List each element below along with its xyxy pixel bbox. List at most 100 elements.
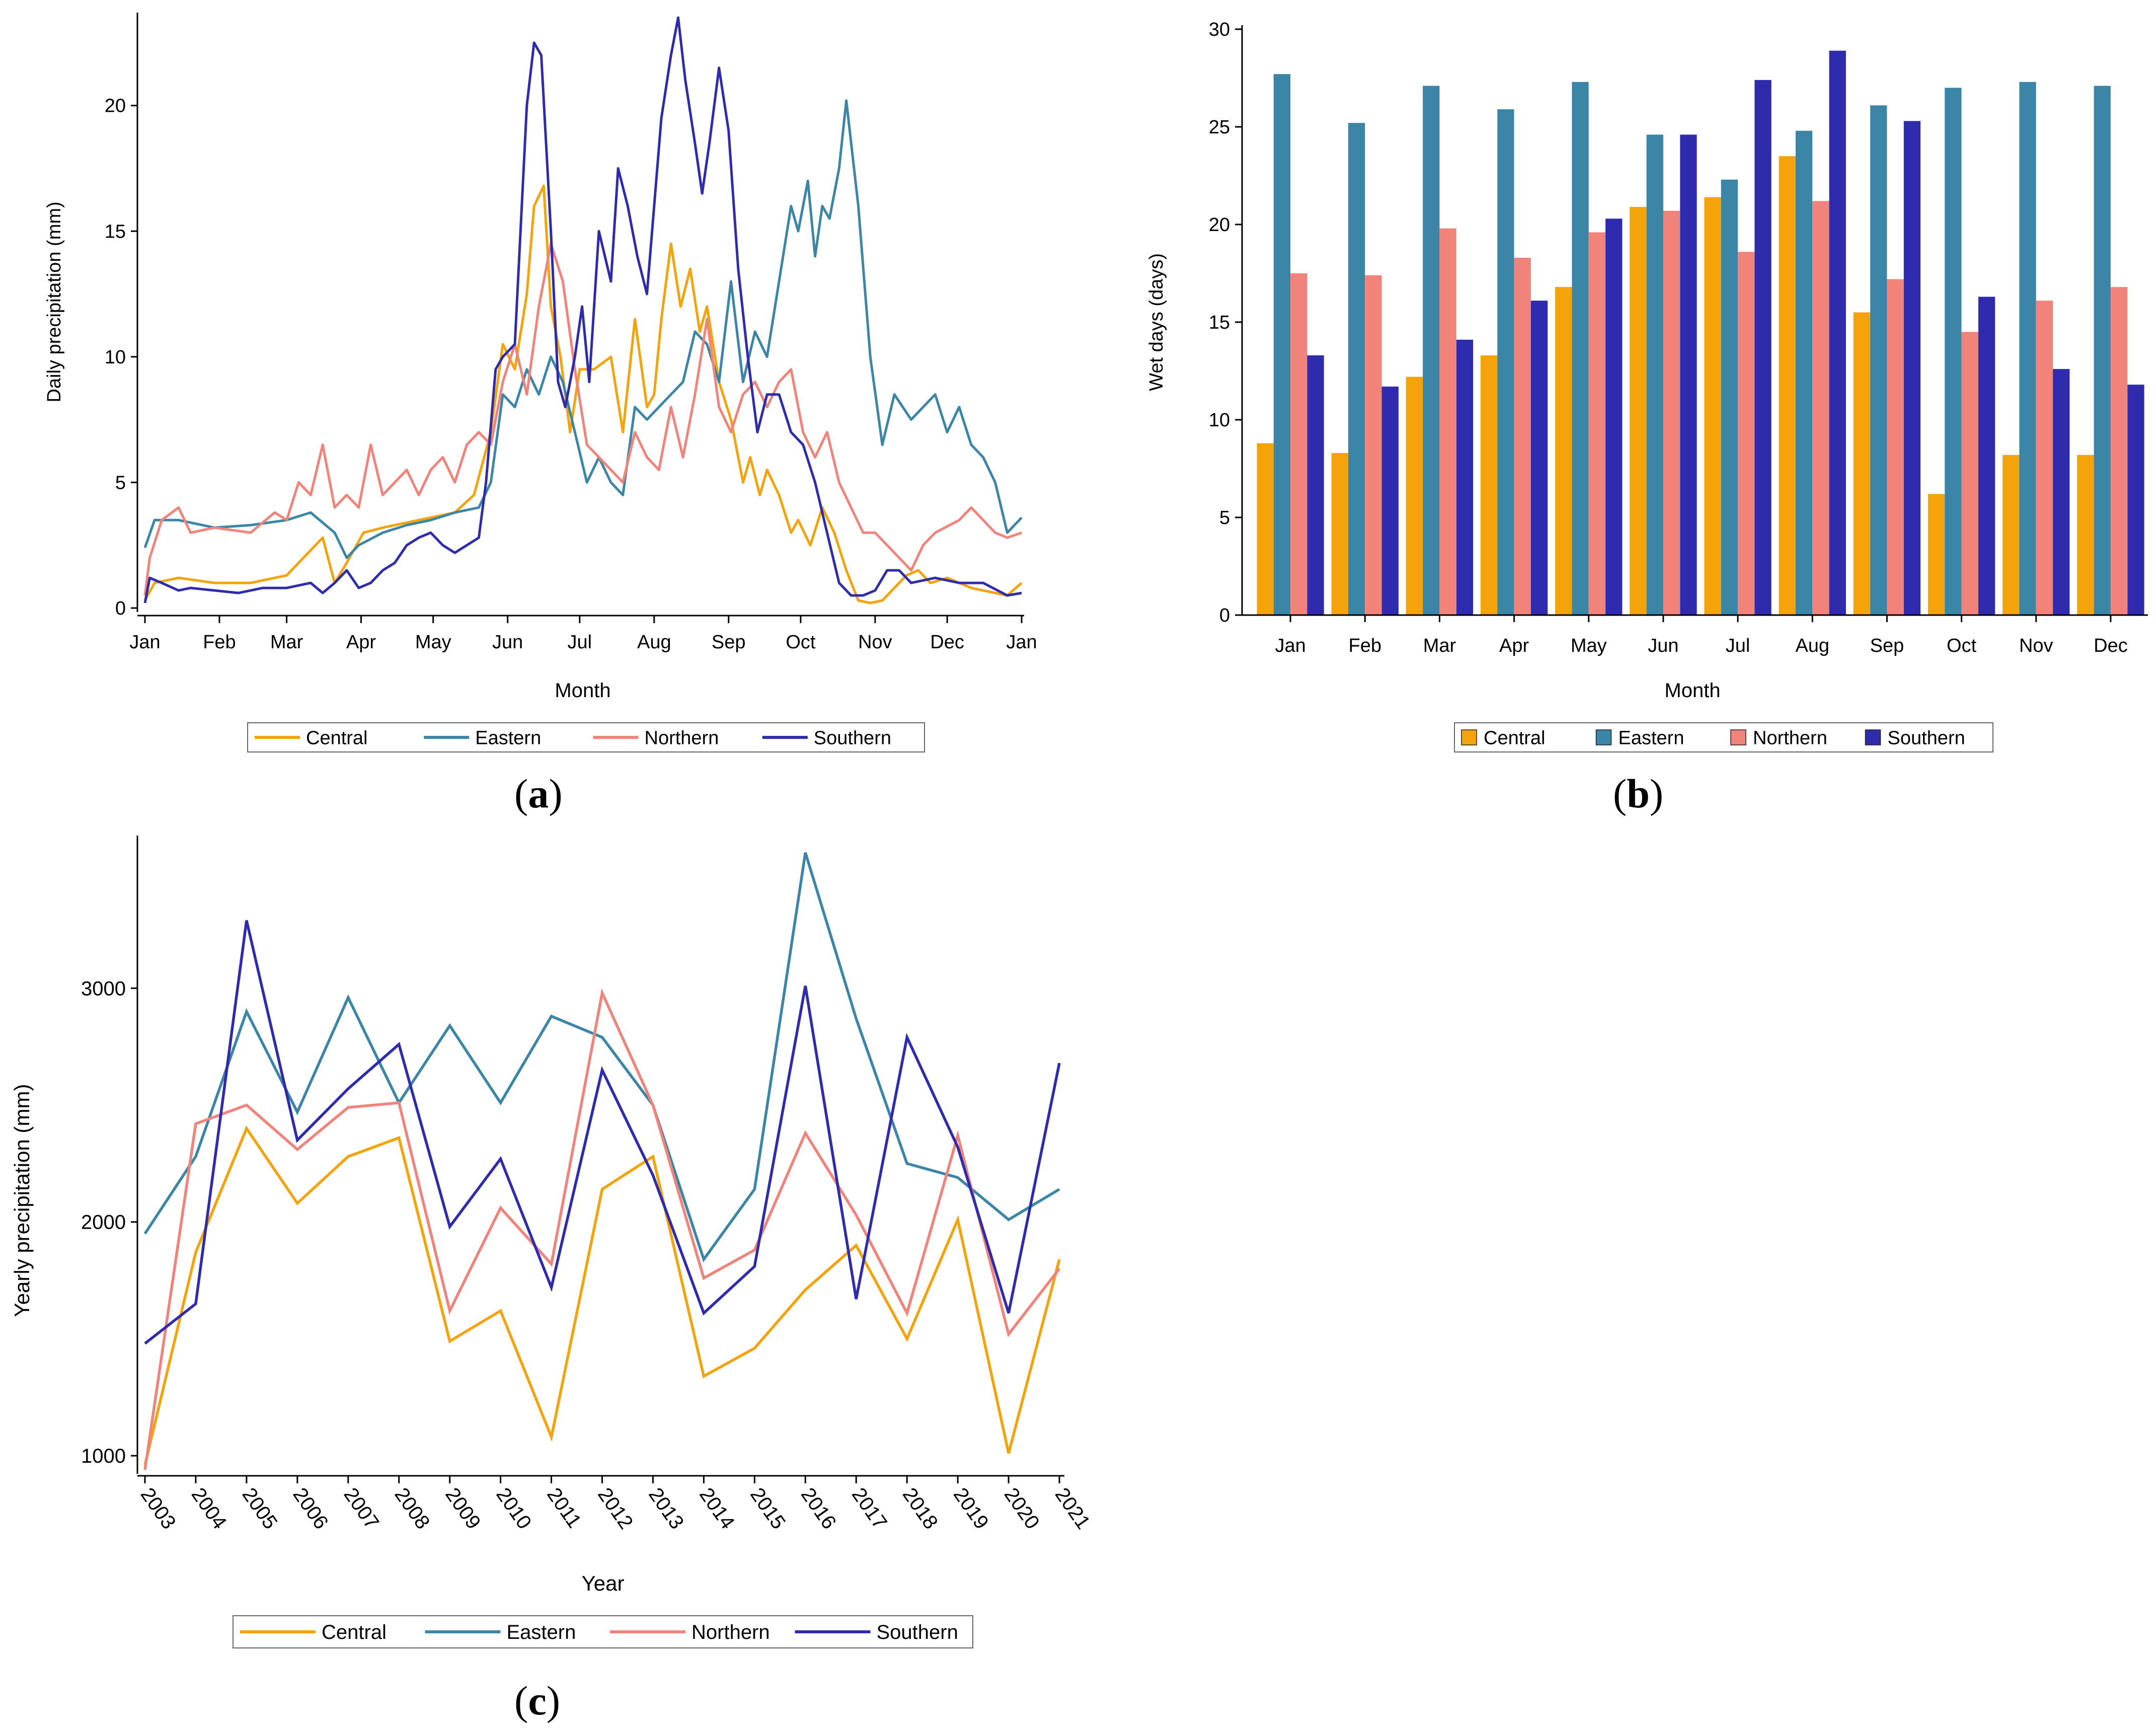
y-tick-label: 1000 (81, 1445, 126, 1467)
chart-c: 1000 2000 3000 2003 2004 2005 2006 2007 2008 2009… (10, 836, 1095, 1648)
x-tick-label: 2013 (644, 1484, 688, 1533)
legend-swatch-northern (1730, 729, 1746, 745)
bar-central-dec (2077, 455, 2094, 615)
bar-northern-apr (1514, 258, 1531, 615)
legend-swatch-southern (1865, 729, 1881, 745)
x-tick-label: May (415, 632, 451, 653)
x-tick-label: Jan (1006, 632, 1037, 653)
bar-eastern-jun (1646, 134, 1663, 615)
bar-northern-jul (1738, 252, 1755, 615)
bar-southern-jan (1307, 355, 1324, 615)
bar-eastern-jul (1721, 179, 1738, 615)
bar-central-jan (1257, 443, 1274, 615)
chart-a-axes: 0 5 10 15 20 Jan Feb Mar Apr May Jun Jul Aug Sep Oct No… (105, 13, 1037, 653)
legend-label-central: Central (322, 1621, 387, 1643)
x-tick-label: Nov (2019, 635, 2053, 656)
bar-northern-dec (2110, 287, 2128, 615)
series-line-central (143, 1125, 1061, 1466)
y-tick-label: 3000 (81, 977, 126, 1000)
bar-central-sep (1853, 312, 1870, 615)
bar-northern-mar (1439, 228, 1456, 615)
series-line-southern (143, 16, 1022, 604)
x-tick-label: Sep (1870, 635, 1904, 656)
x-tick-label: 2010 (492, 1484, 535, 1533)
series-line-southern (144, 920, 1061, 1345)
legend-frame (1454, 722, 1993, 752)
bar-central-aug (1779, 156, 1796, 615)
panel-label-b: (b) (1613, 771, 1664, 816)
y-tick-label: 0 (1219, 605, 1230, 626)
y-tick-label: 2000 (81, 1212, 126, 1234)
bar-southern-sep (1903, 121, 1921, 615)
y-tick-label: 10 (1209, 410, 1230, 431)
legend-label-southern: Southern (814, 727, 891, 748)
legend-label-eastern: Eastern (475, 727, 541, 748)
series-line-eastern (143, 99, 1023, 559)
bar-southern-jul (1754, 80, 1772, 615)
legend-label-central: Central (306, 727, 368, 748)
x-tick-label: Sep (712, 632, 746, 653)
x-tick-label: 2011 (543, 1484, 585, 1532)
bar-southern-nov (2053, 369, 2070, 615)
y-tick-label: 20 (105, 96, 126, 117)
legend-frame (247, 722, 925, 752)
bar-central-apr (1480, 355, 1498, 615)
x-tick-label: 2012 (593, 1484, 637, 1533)
x-tick-label: 2009 (441, 1484, 485, 1533)
x-tick-label: Nov (858, 632, 892, 653)
x-tick-label: Jan (1275, 635, 1305, 656)
x-tick-label: Feb (1349, 635, 1381, 656)
bar-central-feb (1331, 453, 1348, 615)
chart-c-plot (143, 852, 1061, 1470)
legend-label-northern: Northern (691, 1621, 770, 1643)
chart-a: 0 5 10 15 20 Jan Feb Mar Apr May Jun Jul Aug Sep Oct No… (44, 13, 1037, 752)
chart-c-ylabel: Yearly precipitation (mm) (10, 1084, 34, 1317)
chart-b-xlabel: Month (1664, 680, 1720, 702)
legend-label-southern: Southern (877, 1621, 958, 1643)
series-line-northern (143, 242, 1022, 596)
x-tick-label: Dec (2094, 635, 2128, 656)
x-tick-label: 2008 (390, 1484, 434, 1533)
bar-central-may (1555, 287, 1572, 615)
bar-northern-jan (1290, 273, 1307, 615)
bar-eastern-jan (1273, 74, 1290, 616)
bar-northern-oct (1961, 332, 1978, 615)
legend-swatch-central (1461, 729, 1477, 745)
bar-southern-mar (1456, 339, 1474, 615)
x-tick-label: 2005 (238, 1484, 282, 1533)
bar-southern-oct (1978, 296, 1995, 615)
chart-a-ylabel: Daily precipitation (mm) (44, 201, 65, 402)
series-line-northern (143, 988, 1061, 1470)
chart-b-plot (1257, 50, 2144, 616)
bar-northern-may (1588, 232, 1605, 615)
y-tick-label: 15 (105, 221, 126, 242)
x-tick-label: Apr (346, 632, 376, 653)
x-tick-label: 2004 (187, 1484, 231, 1533)
chart-b-ylabel: Wet days (days) (1146, 253, 1167, 391)
chart-a-plot (143, 16, 1023, 605)
bar-northern-nov (2036, 300, 2053, 615)
bar-southern-apr (1530, 300, 1548, 615)
legend-label-central: Central (1484, 727, 1546, 748)
x-tick-label: 2019 (949, 1484, 993, 1533)
bar-southern-dec (2127, 385, 2144, 615)
y-tick-label: 20 (1209, 214, 1230, 236)
x-tick-label: 2003 (136, 1484, 180, 1533)
x-tick-label: 2014 (695, 1484, 739, 1533)
x-tick-label: Jun (1648, 635, 1678, 656)
bar-eastern-aug (1795, 130, 1813, 615)
bar-southern-jun (1680, 134, 1697, 615)
series-line-eastern (143, 852, 1060, 1262)
chart-a-xlabel: Month (555, 680, 610, 702)
x-tick-label: Mar (1423, 635, 1456, 656)
x-tick-label: Jul (568, 632, 592, 653)
x-tick-label: 2007 (339, 1484, 383, 1533)
series-line-central (143, 184, 1023, 605)
legend-label-eastern: Eastern (1619, 727, 1684, 748)
x-tick-label: Mar (270, 632, 303, 653)
bar-eastern-mar (1423, 86, 1440, 615)
bar-southern-may (1605, 218, 1623, 615)
x-tick-label: Dec (930, 632, 964, 653)
x-tick-label: Oct (786, 632, 816, 653)
y-tick-label: 10 (105, 347, 126, 368)
